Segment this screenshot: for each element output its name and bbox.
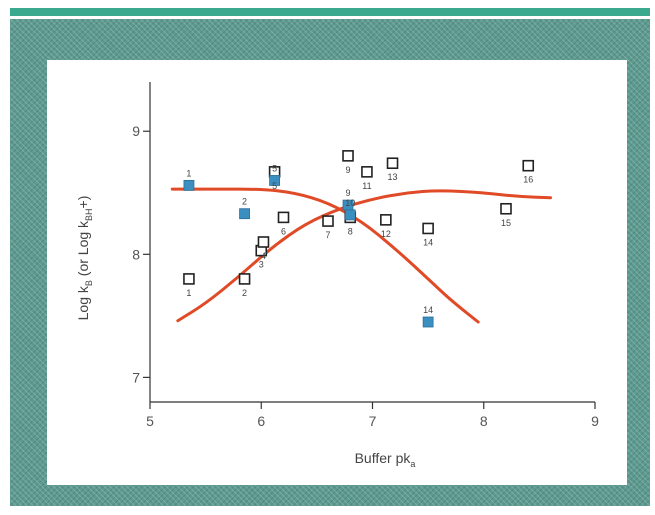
open-square-marker [277, 211, 290, 224]
y-tick-label: 9 [132, 123, 140, 139]
open-square-marker [183, 273, 195, 285]
filled-point-label: 5 [272, 163, 277, 173]
x-tick-label: 5 [146, 413, 154, 429]
filled-point-label: 9 [346, 188, 351, 198]
open-point-label: 4 [261, 251, 266, 261]
open-square-marker [361, 166, 373, 178]
open-square-marker [500, 202, 512, 215]
open-square-marker [380, 214, 392, 226]
x-tick-label: 7 [369, 413, 377, 429]
open-square-marker [257, 236, 270, 248]
open-point-label: 11 [362, 181, 371, 191]
open-square-marker [342, 150, 354, 162]
open-square-marker [522, 159, 535, 172]
open-point-label: 7 [325, 230, 330, 240]
filled-square-marker [239, 208, 250, 220]
open-square-marker [386, 157, 399, 170]
open-point-label: 15 [501, 218, 511, 228]
y-axis-title: Log kB (or Log kBH+) [75, 196, 94, 321]
open-point-label: 6 [281, 226, 286, 236]
open-point-label: 9 [346, 165, 351, 175]
fit-curve-2 [176, 189, 552, 323]
open-point-label: 3 [259, 260, 264, 270]
filled-square-marker [183, 179, 195, 191]
filled-square-marker [422, 316, 434, 328]
y-tick-label: 8 [132, 246, 140, 262]
data-points [183, 150, 535, 328]
open-point-label: 16 [523, 175, 533, 185]
fit-curve-1 [170, 187, 480, 324]
open-point-label: 2 [242, 288, 247, 298]
open-point-label: 14 [423, 237, 433, 247]
open-point-label: 13 [388, 172, 398, 182]
filled-point-label: 14 [423, 305, 433, 315]
filled-point-label: 1 [186, 168, 191, 178]
x-axis-title: Buffer pka [355, 450, 416, 469]
top-accent-bar [10, 8, 650, 16]
filled-square-marker [269, 175, 281, 186]
open-point-label: 12 [381, 229, 391, 239]
filled-point-label: 2 [242, 197, 247, 207]
x-tick-label: 9 [591, 413, 599, 429]
open-point-label: 5 [272, 181, 277, 191]
x-tick-label: 8 [480, 413, 488, 429]
open-square-marker [238, 273, 251, 285]
fit-curves [170, 187, 552, 324]
open-point-label: 8 [348, 226, 353, 236]
open-square-marker [322, 215, 334, 227]
x-tick-label: 6 [257, 413, 265, 429]
open-square-marker [422, 222, 434, 235]
filled-point-label: 10 [345, 198, 355, 208]
filled-square-marker [344, 209, 356, 221]
y-tick-label: 7 [132, 369, 140, 385]
axes: 5 6 7 8 9 7 8 9 [132, 82, 599, 429]
open-point-label: 1 [186, 288, 191, 298]
